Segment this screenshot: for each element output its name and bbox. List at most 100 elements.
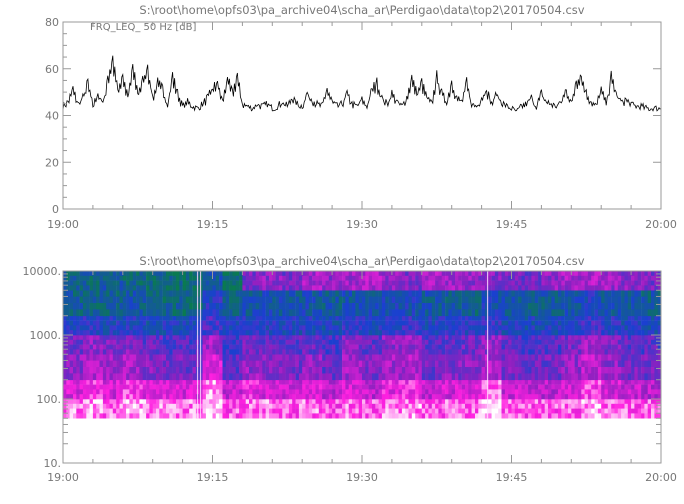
heatmap-cell	[491, 379, 496, 385]
heatmap-cell	[455, 339, 459, 345]
heatmap-cell	[591, 379, 595, 385]
heatmap-cell	[584, 403, 589, 409]
heatmap-cell	[534, 384, 539, 390]
heatmap-cell	[398, 373, 403, 381]
heatmap-cell	[66, 394, 70, 400]
heatmap-cell	[571, 320, 575, 326]
heatmap-cell	[245, 285, 250, 291]
heatmap-cell	[69, 399, 74, 405]
heatmap-cell	[73, 335, 77, 341]
heatmap-cell	[92, 320, 97, 326]
heatmap-cell	[405, 403, 409, 409]
heatmap-cell	[89, 349, 94, 355]
heatmap-cell	[631, 315, 635, 321]
heatmap-cell	[192, 285, 197, 291]
heatmap-cell	[66, 373, 70, 381]
heatmap-cell	[372, 290, 376, 297]
heatmap-cell	[395, 373, 399, 381]
heatmap-cell	[365, 285, 369, 291]
heatmap-cell	[136, 384, 140, 390]
heatmap-cell	[338, 296, 343, 304]
heatmap-cell	[76, 330, 80, 336]
heatmap-cell	[332, 394, 336, 400]
heatmap-cell	[132, 403, 137, 409]
heatmap-cell	[298, 403, 303, 409]
heatmap-cell	[647, 394, 652, 400]
heatmap-cell	[229, 320, 233, 326]
heatmap-cell	[262, 394, 266, 400]
heatmap-cell	[262, 315, 266, 321]
heatmap-cell	[219, 408, 223, 414]
heatmap-cell	[73, 394, 77, 400]
heatmap-cell	[581, 344, 585, 350]
heatmap-cell	[179, 325, 183, 331]
heatmap-cell	[551, 389, 555, 395]
heatmap-cell	[338, 280, 343, 286]
heatmap-cell	[298, 360, 303, 368]
heatmap-cell	[448, 360, 452, 368]
heatmap-cell	[249, 309, 253, 317]
heatmap-cell	[235, 394, 240, 400]
heatmap-cell	[172, 290, 177, 297]
heatmap-cell	[378, 330, 383, 336]
heatmap-cell	[179, 403, 183, 409]
heatmap-cell	[524, 389, 529, 395]
heatmap-cell	[169, 280, 173, 286]
heatmap-cell	[249, 296, 253, 304]
heatmap-cell	[614, 389, 619, 395]
heatmap-cell	[322, 389, 326, 395]
heatmap-cell	[189, 280, 193, 286]
heatmap-cell	[345, 315, 349, 321]
heatmap-cell	[292, 379, 296, 385]
heatmap-cell	[225, 403, 230, 409]
heatmap-cell	[644, 320, 648, 326]
heatmap-cell	[428, 315, 432, 321]
heatmap-cell	[342, 315, 346, 321]
heatmap-cell	[159, 339, 163, 345]
heatmap-cell	[398, 320, 403, 326]
heatmap-cell	[365, 296, 369, 304]
heatmap-cell	[146, 320, 150, 326]
heatmap-cell	[411, 320, 416, 326]
heatmap-cell	[627, 408, 632, 414]
heatmap-cell	[156, 354, 160, 361]
heatmap-cell	[332, 309, 336, 317]
heatmap-cell	[368, 403, 373, 409]
heatmap-cell	[445, 413, 449, 419]
heatmap-cell	[358, 344, 363, 350]
heatmap-cell	[574, 290, 579, 297]
heatmap-cell	[641, 339, 645, 345]
heatmap-cell	[551, 367, 555, 374]
heatmap-cell	[269, 384, 273, 390]
heatmap-cell	[581, 315, 585, 321]
heatmap-cell	[96, 360, 100, 368]
heatmap-cell	[225, 389, 230, 395]
heatmap-cell	[302, 325, 306, 331]
heatmap-cell	[229, 285, 233, 291]
heatmap-cell	[179, 373, 183, 381]
heatmap-cell	[438, 325, 442, 331]
heatmap-cell	[162, 335, 167, 341]
heatmap-cell	[302, 271, 306, 277]
heatmap-cell	[435, 271, 439, 277]
heatmap-cell	[112, 413, 117, 419]
heatmap-cell	[79, 285, 84, 291]
heatmap-cell	[86, 403, 90, 409]
heatmap-cell	[435, 339, 439, 345]
heatmap-cell	[418, 379, 423, 385]
heatmap-cell	[365, 325, 369, 331]
heatmap-cell	[461, 290, 466, 297]
heatmap-cell	[657, 315, 662, 321]
heatmap-cell	[335, 373, 339, 381]
heatmap-cell	[504, 389, 509, 395]
heatmap-cell	[126, 320, 130, 326]
heatmap-cell	[176, 275, 180, 281]
heatmap-cell	[461, 379, 466, 385]
heatmap-cell	[564, 354, 569, 361]
heatmap-cell	[282, 285, 286, 291]
heatmap-cell	[278, 394, 283, 400]
heatmap-cell	[156, 290, 160, 297]
heatmap-cell	[348, 275, 353, 281]
heatmap-cell	[345, 389, 349, 395]
heatmap-cell	[561, 389, 565, 395]
